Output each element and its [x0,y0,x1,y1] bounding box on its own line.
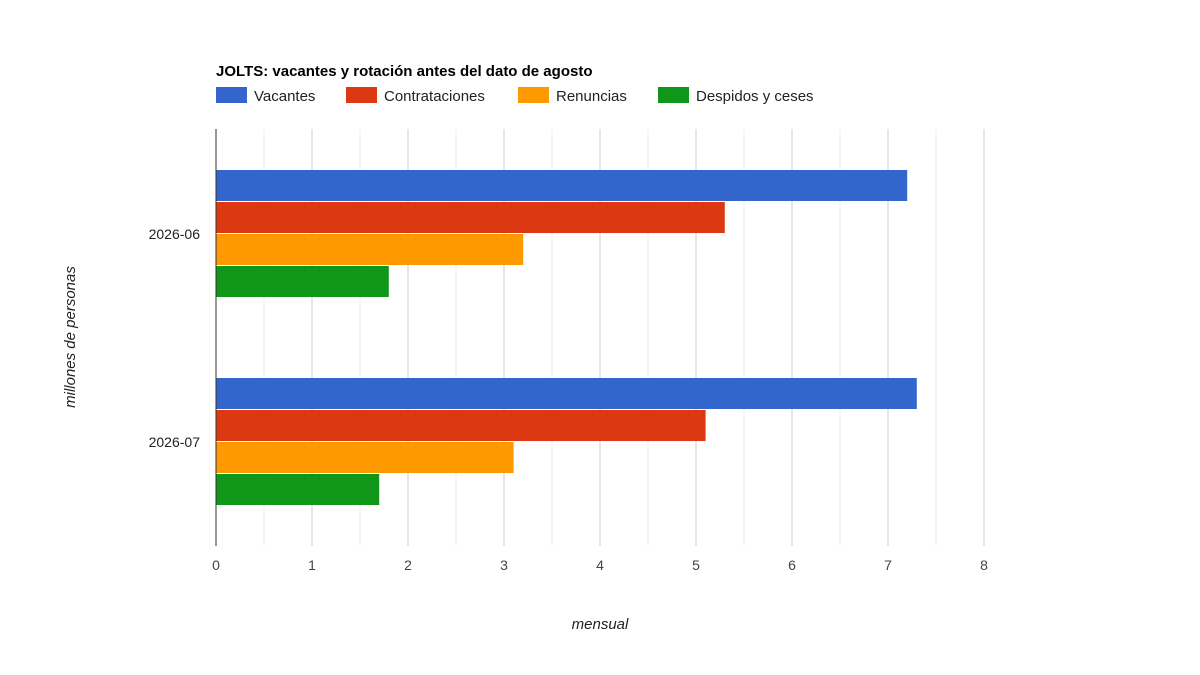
x-tick-label: 7 [884,557,892,573]
x-tick-label: 5 [692,557,700,573]
legend-swatch [658,87,689,103]
legend-label: Despidos y ceses [696,88,814,105]
bar [216,202,725,233]
y-axis-categories: 2026-06 2026-07 [149,226,201,450]
legend-item: Vacantes [216,87,315,105]
y-category-label: 2026-06 [149,226,201,242]
legend-swatch [518,87,549,103]
y-axis-title: millones de personas [62,266,79,408]
x-tick-label: 6 [788,557,796,573]
legend-item: Despidos y ceses [658,87,814,105]
x-tick-label: 1 [308,557,316,573]
bar [216,170,908,201]
legend: Vacantes Contrataciones Renuncias Despidos … [216,87,814,105]
x-tick-label: 2 [404,557,412,573]
legend-swatch [346,87,377,103]
bar [216,474,380,505]
y-category-label: 2026-07 [149,434,201,450]
bar [216,442,514,473]
bar [216,410,706,441]
x-tick-label: 3 [500,557,508,573]
legend-label: Vacantes [254,88,315,105]
legend-item: Contrataciones [346,87,485,105]
legend-label: Contrataciones [384,88,485,105]
legend-swatch [216,87,247,103]
x-axis-title: mensual [572,616,629,633]
legend-item: Renuncias [518,87,627,105]
x-axis-ticks: 0 1 2 3 4 5 6 7 8 [212,557,988,573]
bar [216,378,917,409]
chart-title: JOLTS: vacantes y rotación antes del dat… [216,63,592,80]
bars [216,170,917,505]
x-tick-label: 8 [980,557,988,573]
x-tick-label: 0 [212,557,220,573]
bar [216,234,524,265]
x-tick-label: 4 [596,557,604,573]
bar [216,266,389,297]
legend-label: Renuncias [556,88,627,105]
